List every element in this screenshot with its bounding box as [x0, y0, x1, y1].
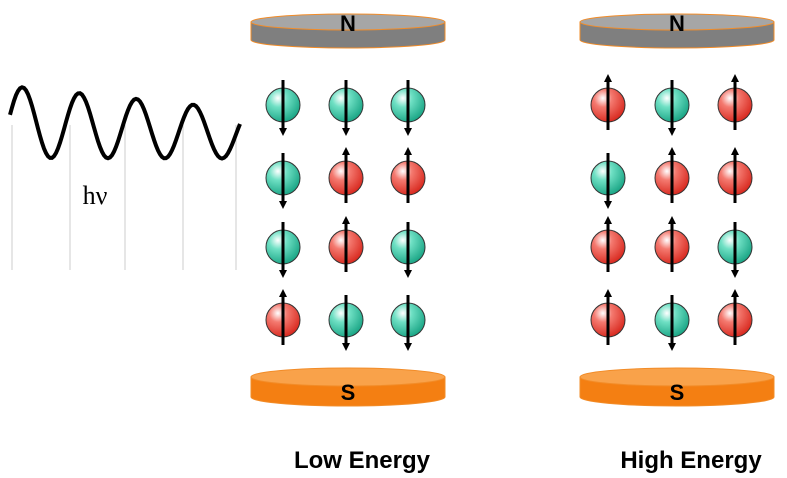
north-magnet-top [579, 13, 775, 31]
south-label: S [341, 380, 356, 405]
wave-line [8, 85, 242, 161]
panel-title: High Energy [620, 447, 762, 474]
north-label: N [669, 11, 685, 36]
south-magnet-top [250, 367, 446, 387]
panels: N S Low Energy N S High Energy [250, 11, 775, 474]
wave [8, 85, 242, 270]
north-label: N [340, 11, 356, 36]
south-magnet-top [579, 367, 775, 387]
panel-title: Low Energy [294, 447, 431, 474]
south-label: S [670, 380, 685, 405]
north-magnet-top [250, 13, 446, 31]
wave-label: hν [83, 181, 108, 210]
